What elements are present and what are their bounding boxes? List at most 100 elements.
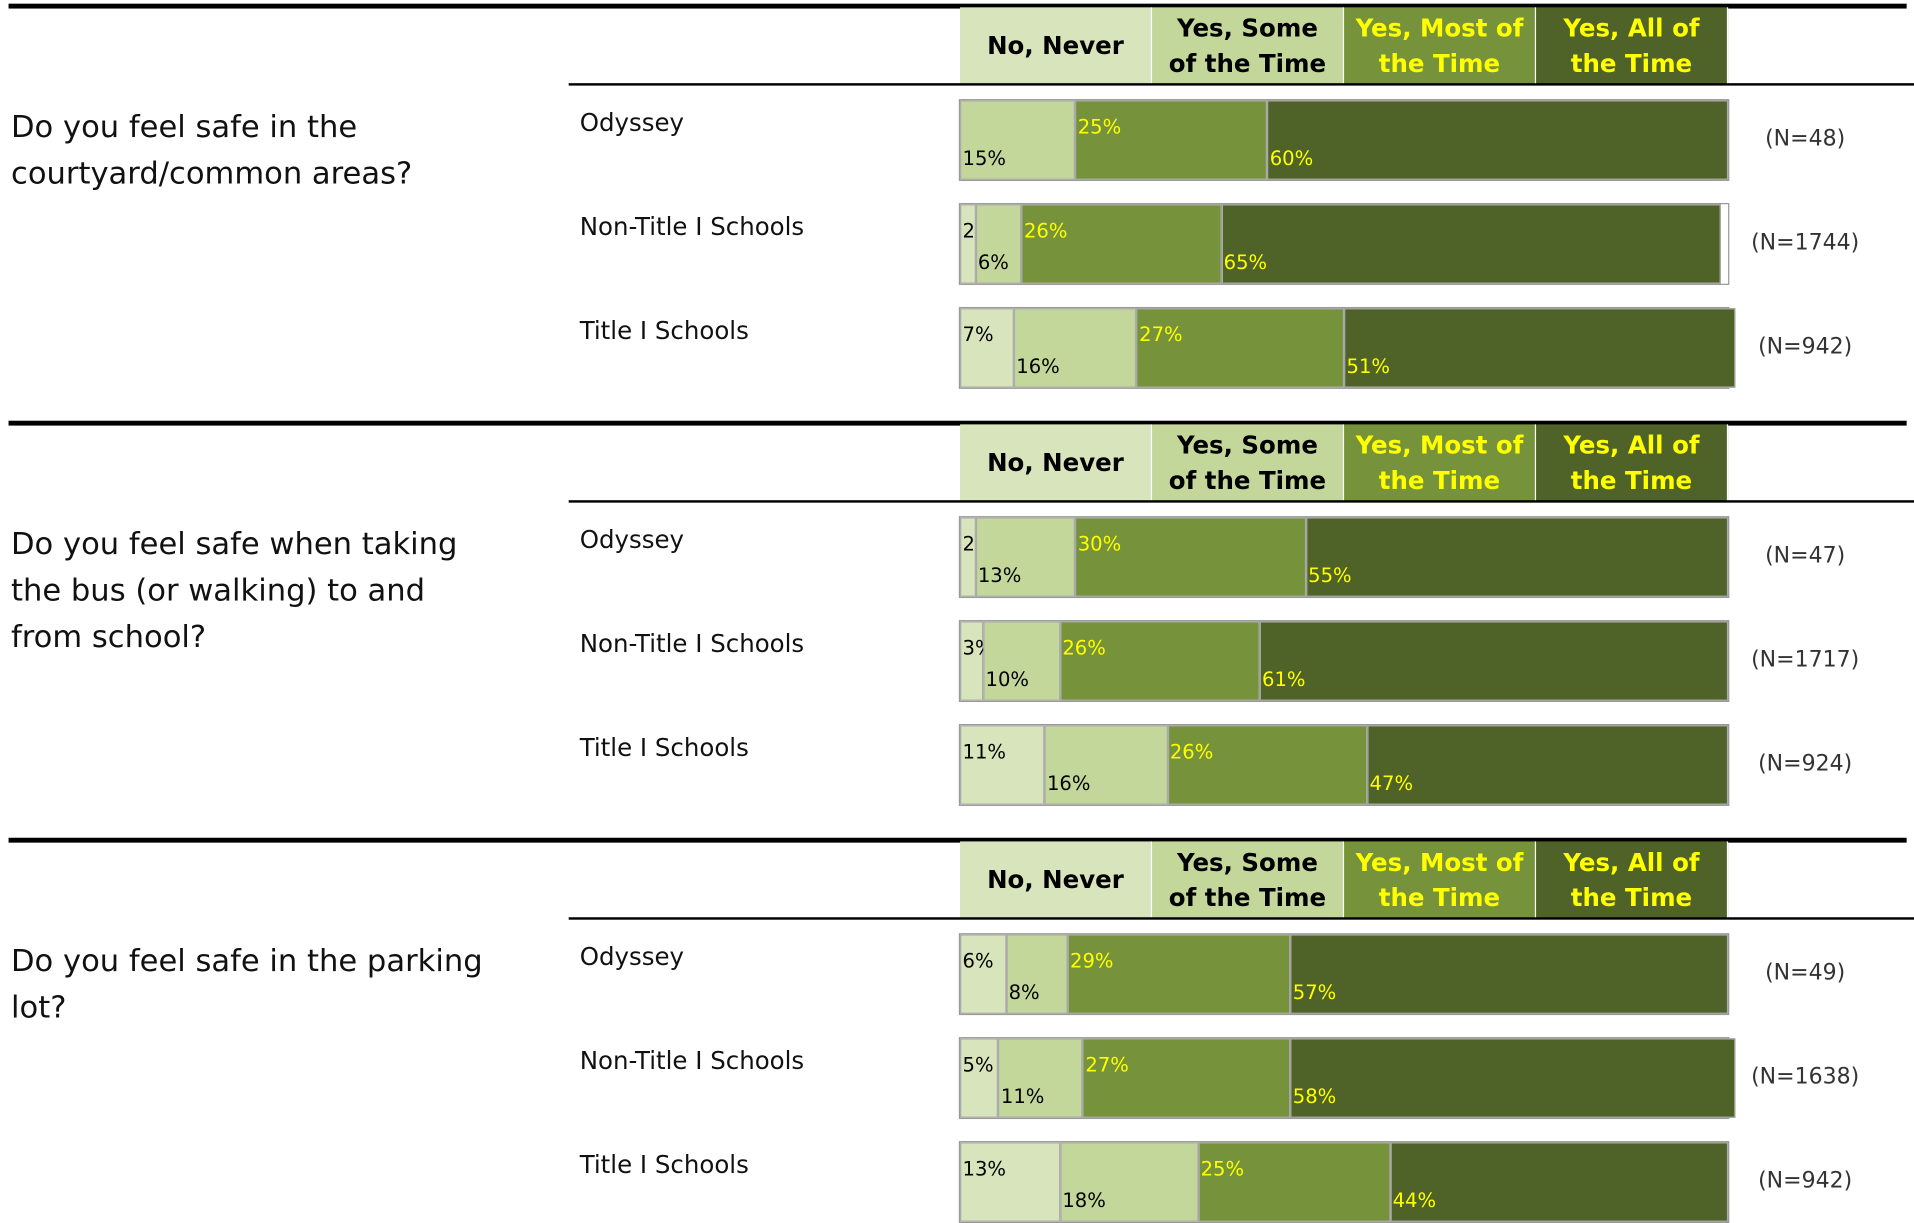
row-label: Non-Title I Schools: [579, 1045, 805, 1076]
bar-segment: [1082, 1038, 1291, 1118]
panel-rule: [8, 420, 1907, 426]
bar-segment: [1075, 517, 1306, 597]
bar-segment: [960, 1142, 1060, 1222]
bar-segment: [1344, 308, 1736, 388]
legend-header: No, Never: [960, 841, 1153, 919]
row-label: Non-Title I Schools: [579, 211, 805, 241]
n-label: (N=924): [1758, 750, 1853, 777]
value-label: 27%: [1085, 1053, 1129, 1077]
legend-header: Yes, Most of the Time: [1344, 841, 1537, 919]
value-label: 7%: [962, 322, 994, 347]
legend-header: No, Never: [960, 7, 1153, 85]
value-label: 44%: [1392, 1188, 1437, 1212]
value-label: 26%: [1023, 218, 1068, 243]
bar-segment: [975, 517, 1076, 597]
value-label: 18%: [1062, 1188, 1106, 1212]
bar-segment: [960, 308, 1014, 388]
bar-frame: [958, 620, 1730, 703]
value-label: 47%: [1369, 771, 1414, 795]
n-label: (N=942): [1758, 333, 1853, 360]
row-label: Odyssey: [579, 524, 684, 555]
value-label: 15%: [962, 146, 1006, 170]
question: Do you feel safe in the courtyard/common…: [11, 108, 413, 191]
value-label: 25%: [1077, 114, 1122, 139]
value-label: 55%: [1308, 563, 1352, 588]
n-label: (N=1638): [1751, 1064, 1860, 1090]
n-label: (N=1744): [1751, 229, 1860, 256]
bar-segment: [1059, 1142, 1199, 1222]
row-label: Odyssey: [579, 107, 684, 137]
panel-rule: [8, 837, 1907, 843]
legend-header: Yes, All of the Time: [1536, 7, 1729, 85]
legend-header: Yes, Some of the Time: [1152, 841, 1345, 919]
legend-header: Yes, Some of the Time: [1152, 7, 1345, 85]
value-label: 16%: [1046, 771, 1091, 795]
value-label: 6%: [977, 250, 1009, 274]
bar-segment: [1167, 725, 1368, 805]
question: Do you feel safe in the parking lot?: [11, 942, 483, 1025]
bar-segment: [1367, 725, 1729, 805]
value-label: 11%: [1000, 1084, 1045, 1109]
legend-header: Yes, All of the Time: [1536, 841, 1729, 919]
bar-segment: [1290, 934, 1729, 1014]
panel-rule: [8, 3, 1907, 9]
legend-header: Yes, Most of the Time: [1344, 7, 1537, 85]
value-label: 6%: [962, 949, 994, 973]
value-label: 10%: [985, 667, 1030, 691]
value-label: 29%: [1070, 949, 1114, 973]
value-label: 57%: [1292, 980, 1337, 1005]
bar-segment: [1198, 1142, 1391, 1222]
bar-segment: [960, 934, 1007, 1014]
value-label: 61%: [1262, 667, 1306, 691]
value-label: 26%: [1062, 635, 1106, 660]
bar-segment: [1136, 308, 1345, 388]
bar-segment: [1067, 934, 1291, 1014]
legend-header: Yes, All of the Time: [1536, 424, 1729, 502]
bar-segment: [1013, 308, 1137, 388]
n-label: (N=47): [1765, 543, 1846, 569]
bar-segment: [975, 204, 1022, 284]
bar-segment: [1390, 1142, 1729, 1222]
value-label: 16%: [1016, 354, 1060, 378]
bar-segment: [1006, 934, 1068, 1014]
value-label: 13%: [962, 1156, 1006, 1181]
row-label: Title I Schools: [579, 732, 749, 762]
value-label: 5%: [962, 1053, 994, 1077]
bar-segment: [998, 1038, 1083, 1118]
n-label: (N=1717): [1751, 646, 1860, 673]
bar-segment: [1059, 621, 1260, 701]
value-label: 60%: [1269, 146, 1314, 170]
value-label: 27%: [1139, 322, 1183, 347]
legend-header: No, Never: [960, 424, 1153, 502]
n-label: (N=48): [1765, 125, 1846, 152]
bar-segment: [983, 621, 1060, 701]
value-label: 51%: [1346, 354, 1391, 378]
bar-frame: [958, 933, 1730, 1016]
row-label: Title I Schools: [579, 1149, 749, 1179]
header-rule: [568, 917, 1914, 920]
bar-segment: [1267, 100, 1729, 180]
bar-frame: [958, 203, 1730, 285]
question: Do you feel safe when taking the bus (or…: [11, 525, 458, 655]
n-label: (N=49): [1765, 960, 1846, 986]
row-label: Odyssey: [579, 941, 684, 972]
bar-segment: [960, 725, 1045, 805]
bar-segment: [1221, 204, 1721, 284]
value-label: 8%: [1008, 980, 1040, 1005]
bar-segment: [1305, 517, 1729, 597]
bar-segment: [960, 621, 984, 701]
value-label: 25%: [1200, 1156, 1245, 1181]
value-label: 30%: [1077, 532, 1122, 556]
bar-frame: [958, 516, 1730, 599]
value-label: 65%: [1223, 250, 1268, 274]
bar-segment: [960, 1038, 999, 1118]
header-rule: [568, 500, 1914, 503]
bar-frame: [958, 724, 1730, 806]
bar-segment: [960, 517, 976, 597]
bar-segment: [960, 100, 1076, 180]
bar-segment: [1075, 100, 1268, 180]
bar-segment: [1290, 1038, 1736, 1118]
row-label: Title I Schools: [579, 315, 749, 345]
bar-segment: [1044, 725, 1168, 805]
